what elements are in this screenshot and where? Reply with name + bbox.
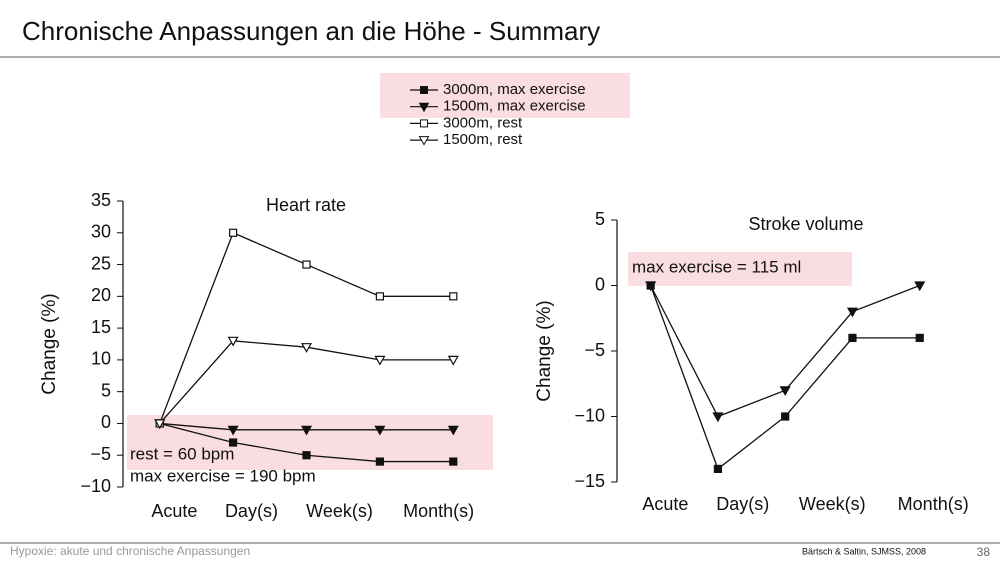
marker (781, 412, 790, 421)
annotation-highlight (628, 252, 852, 286)
x-tick-label: Day(s) (716, 494, 769, 514)
marker (645, 281, 657, 292)
marker (449, 457, 458, 466)
y-tick-label: 15 (91, 317, 111, 337)
y-axis-label: Change (%) (534, 300, 555, 401)
legend-label: 3000m, max exercise (443, 81, 586, 98)
y-tick-label: 30 (91, 222, 111, 242)
y-tick-label: 10 (91, 349, 111, 369)
marker (915, 333, 924, 342)
footer: Hypoxie: akute und chronische Anpassunge… (10, 544, 250, 558)
marker (846, 307, 858, 318)
legend-highlight (380, 73, 630, 118)
x-tick-label: Month(s) (403, 501, 474, 521)
marker (154, 419, 166, 430)
legend-label: 1500m, rest (443, 131, 523, 148)
chart-title: Stroke volume (748, 214, 863, 234)
marker (300, 343, 313, 353)
legend-marker (420, 119, 428, 128)
legend-marker (418, 136, 430, 146)
y-tick-label: 0 (595, 274, 605, 294)
x-tick-label: Month(s) (898, 494, 969, 514)
marker (375, 457, 384, 466)
marker (713, 464, 723, 473)
x-tick-label: Week(s) (306, 501, 373, 521)
marker (302, 451, 311, 460)
marker (374, 355, 386, 366)
y-tick-label: −5 (584, 340, 605, 360)
page-number: 38 (977, 545, 991, 559)
y-tick-label: 35 (91, 190, 111, 210)
marker (914, 281, 926, 292)
annotation-highlight (127, 415, 493, 470)
marker (375, 292, 384, 301)
y-tick-label: −15 (574, 471, 605, 491)
marker (229, 438, 238, 447)
series-line (159, 340, 454, 424)
legend-marker (418, 102, 430, 113)
marker (779, 386, 791, 397)
marker (374, 425, 386, 436)
chart-title: Heart rate (266, 195, 346, 215)
series-line (650, 285, 920, 470)
x-tick-label: Day(s) (225, 501, 278, 521)
y-tick-label: −10 (574, 405, 605, 425)
y-tick-label: −10 (80, 476, 111, 496)
marker (447, 355, 459, 366)
legend-marker (420, 86, 428, 94)
y-tick-label: 5 (101, 380, 111, 400)
marker (229, 228, 238, 237)
citation: Bärtsch & Saltin, SJMSS, 2008 (802, 546, 926, 556)
marker (848, 333, 857, 342)
legend-label: 3000m, rest (443, 114, 523, 131)
slide-title: Chronische Anpassungen an die Höhe - Sum… (22, 16, 600, 46)
x-tick-label: Week(s) (799, 494, 866, 514)
annotation: max exercise = 190 bpm (130, 466, 316, 485)
marker (300, 425, 313, 436)
y-tick-label: 0 (101, 412, 111, 432)
x-tick-label: Acute (151, 501, 197, 521)
x-tick-label: Acute (642, 494, 688, 514)
marker (302, 260, 311, 269)
y-tick-label: 25 (91, 253, 111, 273)
annotation: max exercise = 115 ml (632, 257, 801, 276)
marker (712, 412, 724, 423)
y-tick-label: −5 (90, 444, 111, 464)
marker (449, 292, 458, 301)
annotation: rest = 60 bpm (130, 444, 234, 463)
marker (227, 425, 239, 436)
y-axis-label: Change (%) (39, 293, 60, 394)
marker (447, 425, 459, 436)
marker (227, 336, 239, 347)
legend-label: 1500m, max exercise (443, 98, 586, 115)
y-tick-label: 20 (91, 285, 111, 305)
y-tick-label: 5 (595, 209, 605, 229)
